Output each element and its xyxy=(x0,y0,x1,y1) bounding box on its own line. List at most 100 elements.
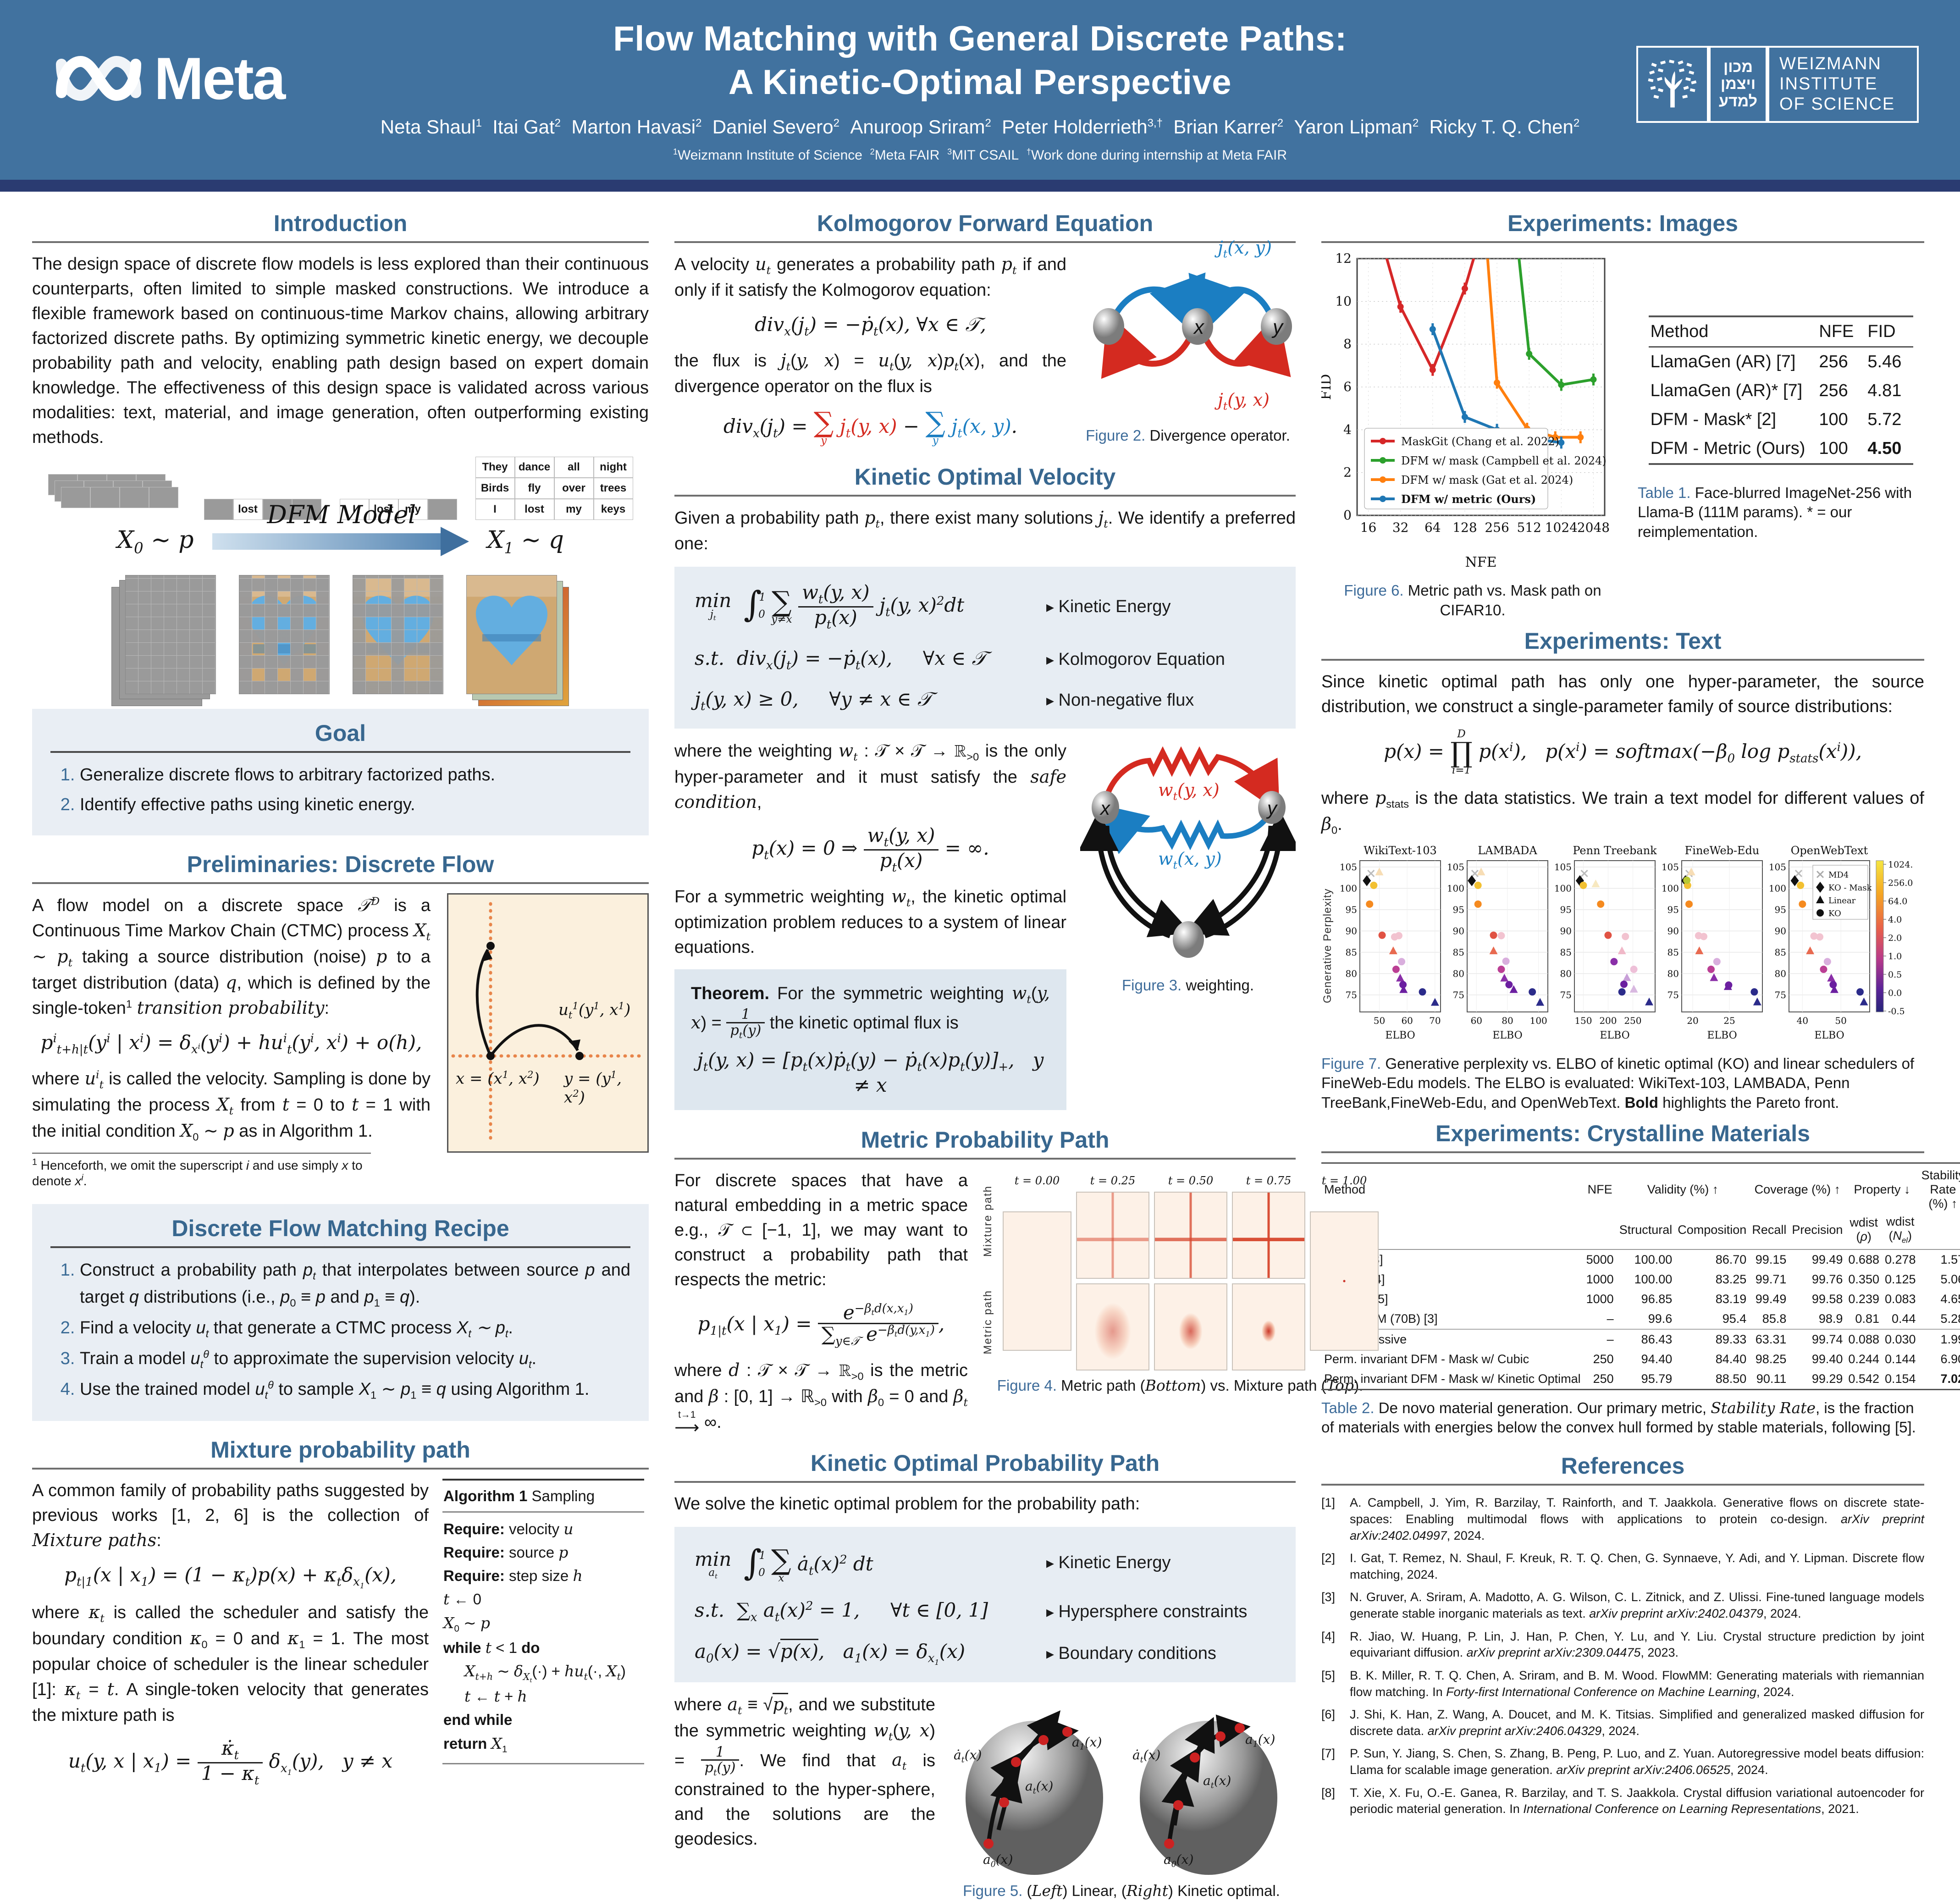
svg-text:75: 75 xyxy=(1346,989,1357,1000)
svg-text:95: 95 xyxy=(1453,904,1464,915)
theorem-equation: jt(y, x) = [pt(x)ṗt(y) − ṗt(x)pt(y)]+, y… xyxy=(697,1048,1044,1097)
svg-text:FineWeb-Edu: FineWeb-Edu xyxy=(1685,845,1760,857)
table-2-caption: Table 2. De novo material generation. Ou… xyxy=(1321,1398,1916,1436)
mixture-body-1: A common family of probability paths sug… xyxy=(32,1481,429,1550)
section-kolmogorov: Kolmogorov Forward Equation A velocity u… xyxy=(674,210,1296,456)
svg-text:256: 256 xyxy=(1485,520,1509,535)
section-title: Experiments: Crystalline Materials xyxy=(1435,1121,1810,1147)
weighting-xy-label: wt(x, y) xyxy=(1158,849,1222,872)
text-body-2: where pstats is the data statistics. We … xyxy=(1321,788,1924,837)
section-experiments-materials: Experiments: Crystalline Materials Metho… xyxy=(1321,1120,1960,1437)
svg-text:100: 100 xyxy=(1340,883,1357,894)
meta-wordmark: Meta xyxy=(154,45,286,112)
svg-text:95: 95 xyxy=(1560,904,1572,915)
velocity-label: ut1(y1, x1) xyxy=(558,1000,631,1021)
figure-2-divergence: x y jt(x, y) jt(y, x) Figure 2. Divergen… xyxy=(1080,238,1296,446)
svg-text:105: 105 xyxy=(1554,861,1572,872)
intro-abstract: The design space of discrete flow models… xyxy=(32,254,649,447)
svg-text:100: 100 xyxy=(1447,883,1464,894)
a0-label: a0(x) xyxy=(1164,1852,1194,1870)
svg-text:250: 250 xyxy=(1624,1015,1641,1026)
poster-header: Meta Flow Matching with General Discrete… xyxy=(0,0,1960,180)
kov-intro: Given a probability path pt, there exist… xyxy=(674,508,1296,554)
kov-symmetric-text: For a symmetric weighting wt, the kineti… xyxy=(674,886,1067,957)
metric-body-2: where d : 𝒯 × 𝒯 → ℝ>0 is the metric and … xyxy=(674,1359,968,1437)
svg-text:95: 95 xyxy=(1346,904,1357,915)
mixture-body-2: where κt is called the scheduler and sat… xyxy=(32,1602,429,1725)
section-rule xyxy=(1321,1151,1924,1154)
section-title: Kinetic Optimal Velocity xyxy=(854,464,1116,490)
svg-text:64.0: 64.0 xyxy=(1888,896,1907,906)
svg-text:85: 85 xyxy=(1775,946,1786,957)
svg-text:-0.5: -0.5 xyxy=(1888,1006,1905,1017)
section-title: Discrete Flow Matching Recipe xyxy=(171,1216,509,1242)
metric-body-1: For discrete spaces that have a natural … xyxy=(674,1171,968,1289)
prelim-body-1: A flow model on a discrete space 𝒯D is a… xyxy=(32,895,431,1018)
figure-4-grid: Mixture path Metric path t = 0.00 t = 0.25 t… xyxy=(982,1169,1379,1371)
svg-text:75: 75 xyxy=(1775,989,1786,1000)
svg-text:MD4: MD4 xyxy=(1828,870,1849,880)
svg-text:80: 80 xyxy=(1453,968,1464,979)
svg-text:NFE: NFE xyxy=(1465,554,1497,570)
x-point-label: x = (x1, x2) xyxy=(456,1069,540,1088)
svg-text:25: 25 xyxy=(1723,1015,1735,1026)
figure-2-caption: Figure 2. Divergence operator. xyxy=(1086,427,1290,444)
section-experiments-images: Experiments: Images 0 2 4 6 8 10 12 16 32 64 128 25… xyxy=(1318,210,1924,620)
theorem-statement: Theorem. For the symmetric weighting wt(… xyxy=(691,983,1050,1040)
transition-probability-equation: pit+h|t(yi | xi) = δxi(yi) + huit(yi, xi… xyxy=(40,1031,422,1057)
svg-text:ELBO: ELBO xyxy=(1600,1030,1629,1041)
section-rule xyxy=(1321,241,1924,243)
kov-weighting-text: where the weighting wt : 𝒯 × 𝒯 → ℝ>0 is … xyxy=(674,741,1066,812)
svg-text:DFM w/ mask (Campbell et al. 2: DFM w/ mask (Campbell et al. 2024) xyxy=(1401,454,1607,467)
kov-optimization-box: min jt ∫10 ∑ y≠x wt(y, x) pt(x) jt(y, x)2dt… xyxy=(674,567,1296,729)
algorithm-title: Algorithm 1 Sampling xyxy=(442,1478,644,1513)
svg-text:75: 75 xyxy=(1560,989,1572,1000)
svg-text:4: 4 xyxy=(1343,422,1352,437)
svg-text:FID: FID xyxy=(1321,374,1334,400)
section-title: Introduction xyxy=(273,210,408,236)
adot-label: ȧt(x) xyxy=(1132,1747,1161,1765)
svg-text:ELBO: ELBO xyxy=(1707,1030,1737,1041)
safe-condition-equation: pt(x) = 0 ⇒ wt(y, x) pt(x) = ∞. xyxy=(751,824,989,875)
figure-discrete-flow: ut1(y1, x1) x = (x1, x2) y = (y1, x2) xyxy=(447,893,649,1153)
y-point-label: y = (y1, x2) xyxy=(564,1069,622,1107)
svg-text:40: 40 xyxy=(1797,1015,1808,1026)
svg-text:128: 128 xyxy=(1452,520,1477,535)
weizmann-tree-icon xyxy=(1636,46,1709,123)
svg-text:y: y xyxy=(1271,316,1284,338)
table-1-caption: Table 1. Face-blurred ImageNet-256 with … xyxy=(1638,484,1912,541)
section-title: Experiments: Text xyxy=(1524,628,1722,654)
column-left: Introduction The design space of discret… xyxy=(32,203,649,1901)
svg-text:80: 80 xyxy=(1560,968,1572,979)
section-kinetic-optimal-velocity: Kinetic Optimal Velocity Given a probabi… xyxy=(674,464,1300,1119)
prelim-body-2: where uit is called the velocity. Sampli… xyxy=(32,1068,431,1144)
section-preliminaries: Preliminaries: Discrete Flow A flow mode… xyxy=(32,851,649,1188)
svg-text:200: 200 xyxy=(1599,1015,1617,1026)
svg-text:85: 85 xyxy=(1667,946,1679,957)
source-label: X0 ∼ p xyxy=(117,526,194,557)
section-rule xyxy=(50,1246,630,1249)
section-rule xyxy=(674,1481,1296,1483)
svg-text:256.0: 256.0 xyxy=(1888,878,1913,888)
figure-5-caption: Figure 5. (Left) Linear, (Right) Kinetic… xyxy=(963,1882,1280,1900)
svg-text:105: 105 xyxy=(1769,861,1786,872)
weizmann-hebrew-text: מכון ויצמן למדע xyxy=(1709,46,1767,123)
svg-text:12: 12 xyxy=(1335,252,1352,266)
kopp-after-text: where at ≡ √pt, and we substitute the sy… xyxy=(674,1692,935,1852)
prelim-footnote: 1 Henceforth, we omit the superscript i … xyxy=(32,1152,371,1189)
target-label: X1 ∼ q xyxy=(487,526,564,557)
section-title: Mixture probability path xyxy=(210,1437,470,1463)
svg-text:DFM w/ mask (Gat et al. 2024): DFM w/ mask (Gat et al. 2024) xyxy=(1401,474,1573,486)
svg-text:100: 100 xyxy=(1554,883,1572,894)
svg-text:1024.0: 1024.0 xyxy=(1888,860,1913,870)
section-rule xyxy=(32,241,649,243)
section-experiments-text: Experiments: Text Since kinetic optimal … xyxy=(1321,628,1924,1113)
svg-text:105: 105 xyxy=(1662,861,1679,872)
section-rule xyxy=(674,241,1296,243)
section-rule xyxy=(32,882,649,884)
svg-text:80: 80 xyxy=(1667,968,1679,979)
section-goal: Goal Generalize discrete flows to arbitr… xyxy=(32,709,649,836)
